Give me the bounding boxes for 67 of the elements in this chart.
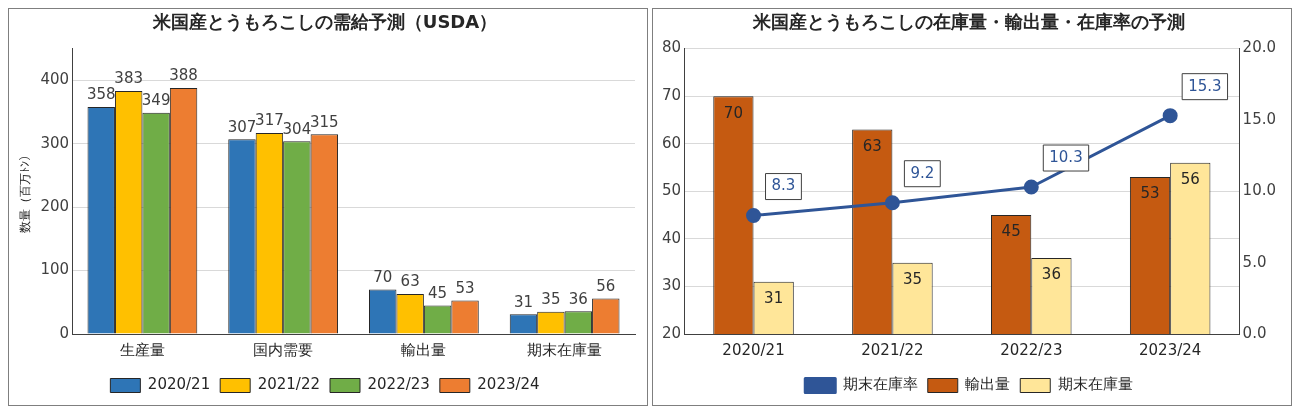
legend-label: 2022/23 — [367, 375, 430, 394]
data-label: 388 — [169, 66, 198, 85]
x-tick-label: 2021/22 — [861, 340, 924, 359]
data-label: 317 — [255, 111, 284, 130]
data-label: 35 — [541, 290, 561, 309]
data-label: 349 — [141, 91, 171, 110]
legend-label: 2020/21 — [147, 375, 211, 394]
y2-tick-label: 15.0 — [1242, 109, 1277, 128]
x-tick-label: 2020/21 — [722, 340, 785, 359]
data-label: 315 — [309, 112, 339, 131]
y2-tick-label: 20.0 — [1242, 38, 1277, 57]
y-tick-label: 60 — [661, 133, 682, 152]
data-label: 45 — [1001, 222, 1021, 241]
data-label: 31 — [764, 289, 784, 308]
data-label: 10.3 — [1049, 147, 1083, 166]
x-tick-label: 輸出量 — [401, 340, 447, 359]
point — [1162, 108, 1178, 124]
point — [1023, 179, 1039, 195]
y-tick-label: 0 — [59, 323, 70, 342]
legend-label: 期末在庫量 — [1057, 375, 1133, 394]
data-label: 56 — [596, 276, 616, 295]
data-label: 358 — [86, 85, 116, 104]
legend-label: 2021/22 — [257, 375, 321, 394]
legend-label: 2023/24 — [477, 375, 540, 394]
x-tick-label: 2023/24 — [1139, 340, 1202, 359]
data-label: 9.2 — [910, 163, 935, 182]
data-label: 304 — [282, 119, 312, 138]
y-axis-title: 数量（百万ﾄﾝ） — [18, 149, 33, 234]
chart-title: 米国産とうもろこしの需給予測（USDA） — [151, 11, 498, 33]
data-label: 56 — [1180, 170, 1200, 189]
legend-label: 輸出量 — [965, 375, 1011, 394]
chart-title: 米国産とうもろこしの在庫量・輸出量・在庫率の予測 — [752, 11, 1185, 33]
data-label: 8.3 — [771, 176, 796, 195]
point — [884, 195, 900, 211]
y2-tick-label: 0.0 — [1242, 323, 1267, 342]
y-tick-label: 80 — [661, 38, 682, 57]
legend-label: 期末在庫率 — [842, 375, 918, 394]
data-label: 70 — [373, 268, 393, 286]
y-tick-label: 200 — [40, 197, 70, 216]
data-label: 15.3 — [1188, 76, 1222, 95]
data-label: 53 — [1140, 184, 1160, 203]
y-tick-label: 70 — [661, 86, 682, 105]
y-tick-label: 300 — [40, 133, 70, 152]
data-label: 31 — [513, 292, 534, 311]
y2-tick-label: 10.0 — [1242, 181, 1277, 200]
point — [746, 208, 762, 224]
data-label: 36 — [568, 289, 588, 308]
x-tick-label: 2022/23 — [1000, 340, 1063, 359]
data-label: 63 — [862, 136, 882, 155]
x-tick-label: 国内需要 — [253, 340, 314, 359]
data-label: 35 — [903, 270, 923, 289]
y-tick-label: 30 — [661, 276, 682, 295]
y-tick-label: 100 — [40, 260, 70, 279]
y-tick-label: 400 — [40, 70, 70, 89]
y-tick-label: 20 — [661, 323, 682, 342]
data-label: 36 — [1041, 265, 1061, 284]
y-tick-label: 50 — [661, 181, 682, 200]
x-tick-label: 生産量 — [119, 340, 165, 359]
data-label: 63 — [400, 272, 420, 291]
data-label: 307 — [227, 117, 257, 136]
data-label: 45 — [428, 283, 448, 302]
x-tick-label: 期末在庫量 — [527, 340, 603, 359]
y2-tick-label: 5.0 — [1242, 252, 1267, 271]
data-label: 53 — [455, 278, 475, 297]
data-label: 70 — [723, 103, 743, 122]
y-tick-label: 40 — [661, 228, 682, 247]
data-label: 383 — [114, 69, 143, 88]
